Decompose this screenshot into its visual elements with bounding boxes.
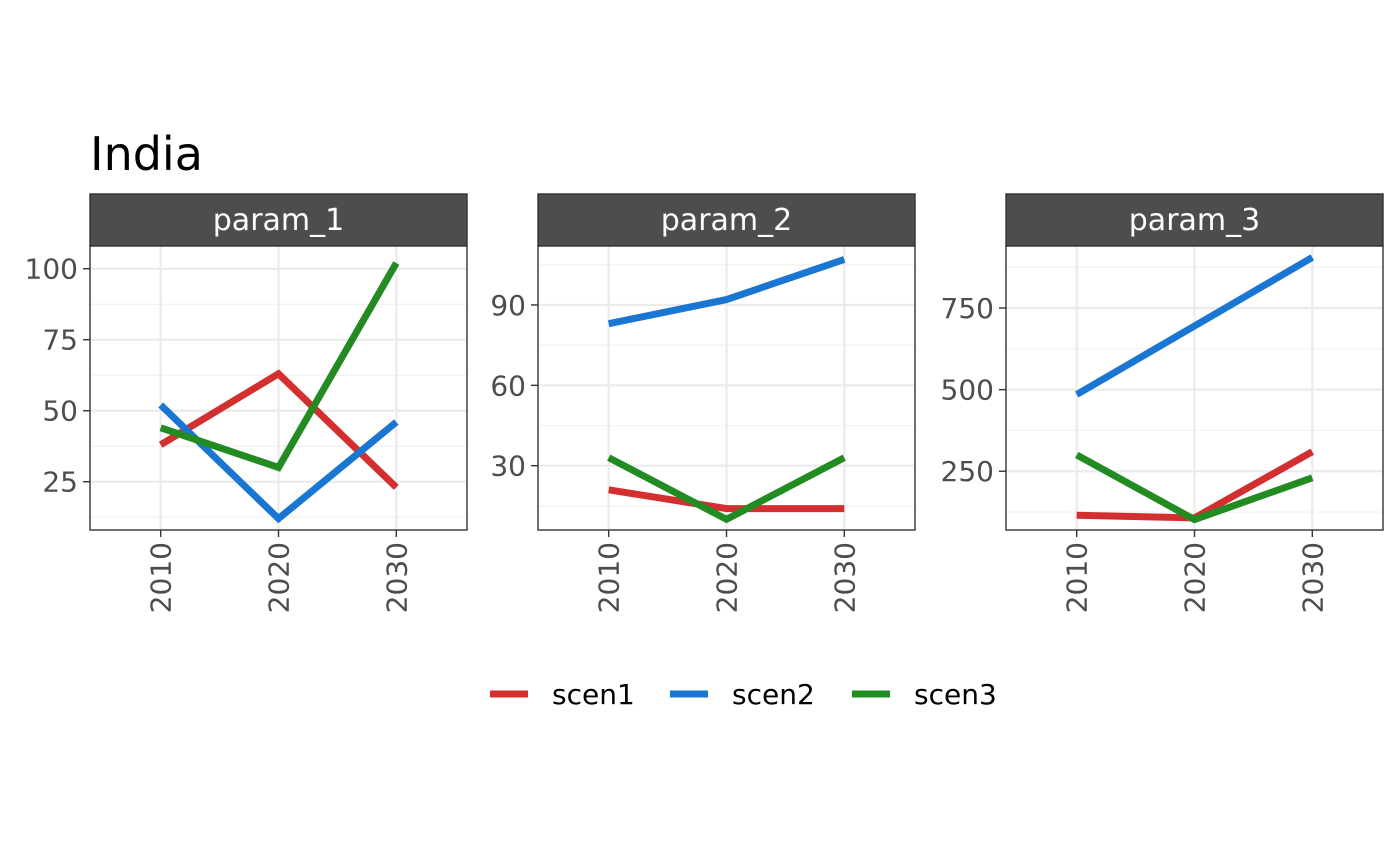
facet-param_3: param_3 250 500 750 2010 2020 2030 <box>941 193 1384 613</box>
y-tick-label: 60 <box>490 369 526 402</box>
x-tick-label: 2020 <box>711 542 744 613</box>
x-tick-label: 2020 <box>263 542 296 613</box>
facet-param_2: param_2 30 60 90 2010 2020 2030 <box>490 193 916 613</box>
series-line-scen2 <box>607 256 846 328</box>
x-tick-label: 2030 <box>380 542 413 613</box>
x-tick-label: 2030 <box>828 542 861 613</box>
facet-strip-label: param_2 <box>661 203 792 238</box>
y-tick-label: 750 <box>941 292 994 325</box>
y-tick-label: 90 <box>490 289 526 322</box>
facet-strip-label: param_3 <box>1129 203 1260 238</box>
series-line-scen3 <box>1075 451 1314 524</box>
facet-strip <box>89 193 468 247</box>
y-tick-label: 250 <box>941 455 994 488</box>
series-line-scen1 <box>608 486 845 513</box>
x-tick-label: 2010 <box>593 542 626 613</box>
series-line-scen3 <box>159 261 400 472</box>
x-tick-label: 2010 <box>145 542 178 613</box>
facet-strip <box>1005 193 1384 247</box>
y-tick-label: 75 <box>42 324 78 357</box>
legend-label-scen1: scen1 <box>552 678 635 711</box>
x-tick-label: 2010 <box>1061 542 1094 613</box>
series-line-scen2 <box>1074 254 1315 398</box>
y-tick-label: 30 <box>490 450 526 483</box>
facet-param_1: param_1 25 50 75 100 2010 2020 2030 <box>25 193 468 613</box>
legend-label-scen3: scen3 <box>914 678 997 711</box>
chart-title: India <box>90 127 203 181</box>
y-tick-label: 500 <box>941 374 994 407</box>
y-tick-label: 25 <box>42 466 78 499</box>
facet-panels: param_1 25 50 75 100 2010 2020 2030 param_2 30 60 9… <box>25 193 1384 613</box>
series-line-scen1 <box>158 369 399 490</box>
facet-strip-label: param_1 <box>213 203 344 238</box>
legend: scen1 scen2 scen3 <box>490 678 997 711</box>
x-tick-label: 2020 <box>1179 542 1212 613</box>
y-tick-label: 50 <box>42 395 78 428</box>
series-line-scen3 <box>607 454 846 524</box>
legend-label-scen2: scen2 <box>732 678 815 711</box>
x-tick-label: 2030 <box>1296 542 1329 613</box>
facet-strip <box>537 193 916 247</box>
y-tick-label: 100 <box>25 253 78 286</box>
